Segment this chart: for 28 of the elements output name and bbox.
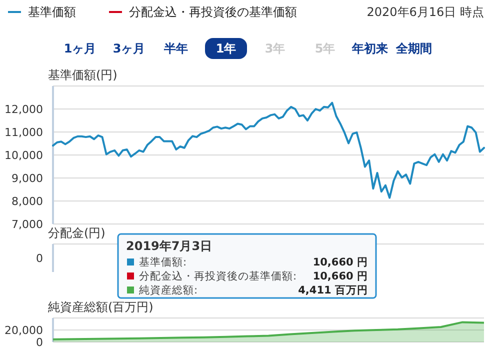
y-tick-label: 12,000 bbox=[4, 102, 43, 116]
text: 1年 bbox=[216, 42, 236, 56]
legend-label: 基準価額 bbox=[28, 5, 76, 20]
text: 10,660 円 bbox=[312, 256, 368, 269]
legend-label: 分配金込・再投資後の基準価額 bbox=[129, 5, 297, 20]
text: 10,660 円 bbox=[312, 270, 368, 283]
text: 3ヶ月 bbox=[112, 42, 146, 56]
text: 2020年6月16日 時点 bbox=[366, 5, 484, 20]
y-tick-label: 11,000 bbox=[4, 126, 43, 139]
y-tick-label: 20,000 bbox=[4, 324, 43, 337]
y-axis-title: 基準価額(円) bbox=[48, 68, 118, 82]
text: 全期間 bbox=[395, 42, 432, 56]
y-axis-title: 純資産総額(百万円) bbox=[48, 300, 154, 314]
y-tick-label: 7,000 bbox=[12, 218, 43, 231]
y-tick-label: 8,000 bbox=[12, 194, 43, 208]
y-tick-label: 9,000 bbox=[12, 172, 43, 185]
line-series bbox=[52, 102, 485, 199]
y-tick-label: 10,000 bbox=[4, 148, 43, 162]
text: 基準価額: bbox=[139, 256, 187, 269]
y-tick-label: 0 bbox=[36, 336, 43, 347]
text: 2019年7月3日 bbox=[126, 239, 212, 254]
text: 分配金(円) bbox=[48, 226, 106, 240]
text: 分配金込・再投資後の基準価額: bbox=[139, 270, 297, 283]
text: 半年 bbox=[163, 42, 188, 56]
text: 4,411 百万円 bbox=[298, 284, 368, 297]
text: 純資産総額: bbox=[139, 284, 198, 297]
text: 1ヶ月 bbox=[64, 42, 96, 56]
text: 年初来 bbox=[351, 42, 388, 56]
